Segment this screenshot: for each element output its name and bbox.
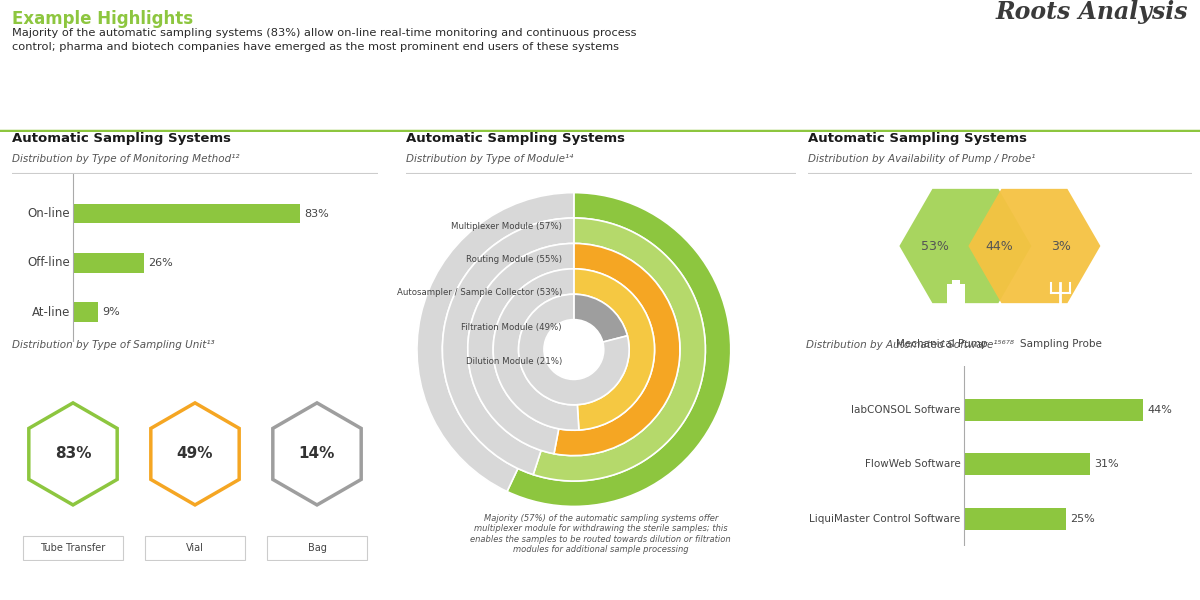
Text: Automatic Sampling Systems: Automatic Sampling Systems [406,132,625,145]
Wedge shape [574,269,654,430]
Text: 44%: 44% [1147,404,1172,415]
Text: Majority (57%) of the automatic sampling systems offer
multiplexer module for wi: Majority (57%) of the automatic sampling… [470,514,731,554]
Text: 44%: 44% [985,239,1014,253]
Wedge shape [554,244,680,455]
Text: 25%: 25% [1070,514,1094,524]
Text: Mechanical Pump: Mechanical Pump [895,339,988,349]
Wedge shape [443,218,574,475]
FancyBboxPatch shape [268,536,367,560]
Wedge shape [468,244,574,454]
Polygon shape [29,403,118,505]
FancyBboxPatch shape [145,536,245,560]
Text: Automatic Sampling Systems: Automatic Sampling Systems [12,132,230,145]
Bar [965,508,1066,530]
Text: Autosampler / Sample Collector (53%): Autosampler / Sample Collector (53%) [397,288,562,297]
Text: Automatic Sampling Systems: Automatic Sampling Systems [808,132,1026,145]
Text: Distribution by Availability of Pump / Probe¹: Distribution by Availability of Pump / P… [808,154,1034,164]
Text: 53%: 53% [922,239,949,253]
Text: Distribution by Type of Sampling Unit¹³: Distribution by Type of Sampling Unit¹³ [12,340,215,350]
Text: Majority of the automatic sampling systems (83%) allow on-line real-time monitor: Majority of the automatic sampling syste… [12,28,636,52]
Text: FlowWeb Software: FlowWeb Software [864,459,960,469]
Bar [73,302,97,322]
Text: Multiplexer Module (57%): Multiplexer Module (57%) [451,223,562,232]
FancyBboxPatch shape [948,284,965,306]
FancyBboxPatch shape [23,536,122,560]
Text: 26%: 26% [149,258,173,268]
Text: 31%: 31% [1094,459,1120,469]
Text: Filtration Module (49%): Filtration Module (49%) [461,323,562,332]
Text: Off-line: Off-line [28,256,71,269]
Text: Sampling Probe: Sampling Probe [1020,339,1103,349]
Text: Vial: Vial [186,543,204,553]
Text: Bag: Bag [307,543,326,553]
Text: Routing Module (55%): Routing Module (55%) [466,256,562,265]
Wedge shape [416,193,574,491]
Polygon shape [272,403,361,505]
Wedge shape [493,269,578,430]
Polygon shape [900,189,1032,303]
Wedge shape [574,294,628,342]
Text: Roots Analysis: Roots Analysis [996,0,1188,24]
Wedge shape [508,193,731,506]
Text: 83%: 83% [304,209,329,218]
Bar [73,253,144,273]
Bar [965,399,1144,421]
Wedge shape [533,218,706,481]
Wedge shape [518,294,629,405]
Text: Tube Transfer: Tube Transfer [41,543,106,553]
Text: LiquiMaster Control Software: LiquiMaster Control Software [809,514,960,524]
Text: 83%: 83% [55,446,91,461]
Text: Distribution by Type of Module¹⁴: Distribution by Type of Module¹⁴ [406,154,572,164]
Text: Dilution Module (21%): Dilution Module (21%) [466,357,562,366]
Text: labCONSOL Software: labCONSOL Software [851,404,960,415]
Text: On-line: On-line [28,207,71,220]
Text: 3%: 3% [1051,239,1072,253]
Polygon shape [151,403,239,505]
Text: Example Highlights: Example Highlights [12,10,193,28]
FancyBboxPatch shape [953,280,960,287]
Text: At-line: At-line [32,306,71,319]
Bar [965,453,1091,475]
Text: 9%: 9% [102,307,120,317]
Bar [73,203,300,223]
Polygon shape [968,189,1100,303]
Text: Distribution by Type of Monitoring Method¹²: Distribution by Type of Monitoring Metho… [12,154,240,164]
Text: 49%: 49% [176,446,214,461]
Text: Distribution by Automated Software¹⁵⁶⁷⁸: Distribution by Automated Software¹⁵⁶⁷⁸ [806,340,1014,350]
Text: 14%: 14% [299,446,335,461]
